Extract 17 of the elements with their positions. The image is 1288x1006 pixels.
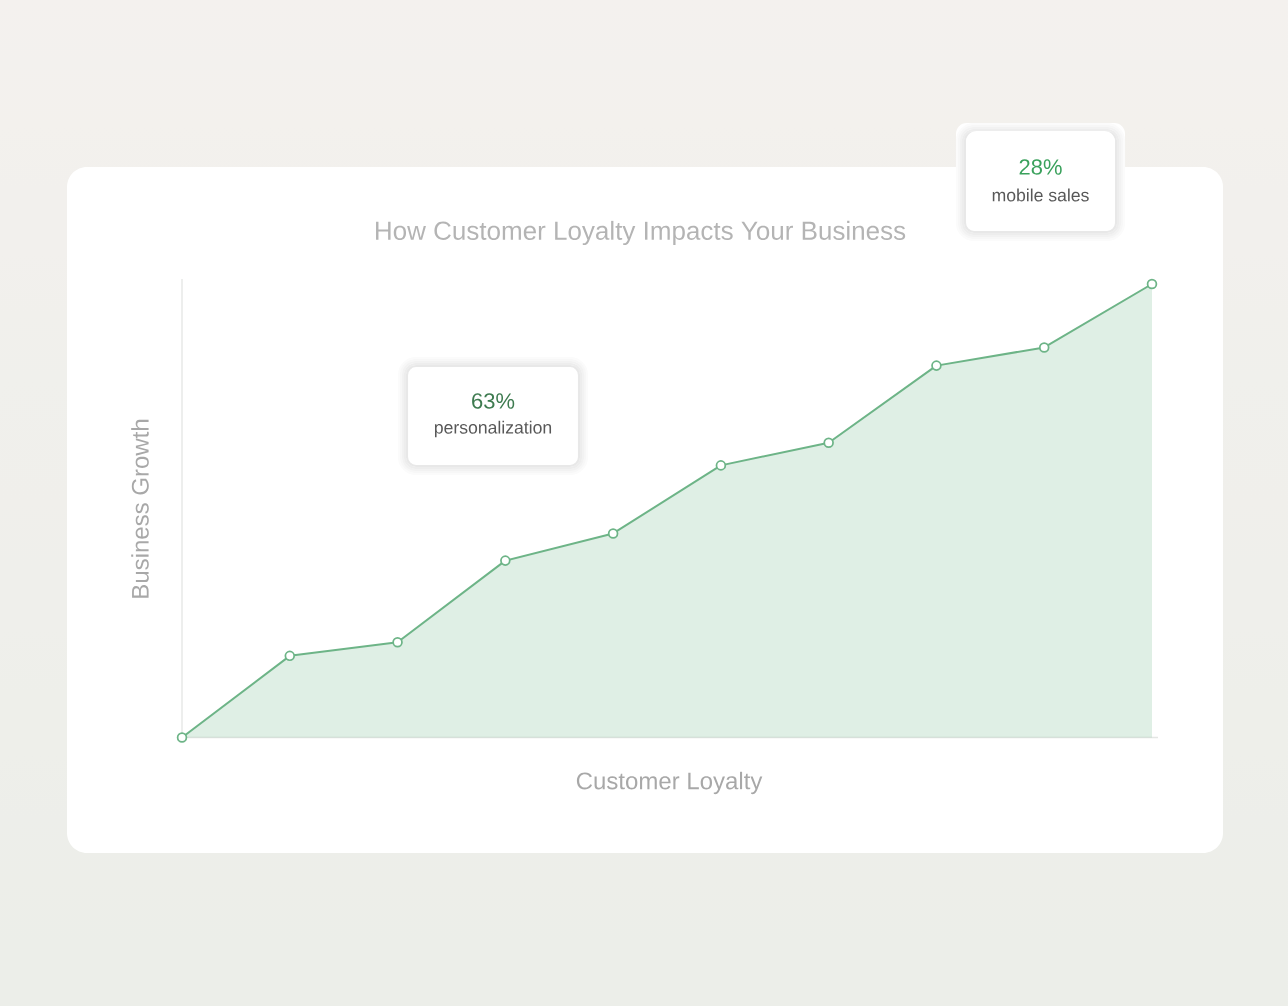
chart-title: How Customer Loyalty Impacts Your Business	[376, 220, 906, 246]
point	[715, 460, 727, 471]
point	[1146, 278, 1158, 290]
point	[607, 528, 619, 539]
x-axis-title: Customer Loyalty	[576, 771, 763, 795]
y-axis-title: Business Growth	[131, 419, 149, 598]
annotation: personalization	[434, 420, 552, 438]
text: 28%	[1019, 159, 1062, 175]
point	[392, 636, 403, 648]
point	[1038, 342, 1050, 353]
text: mobile sales	[992, 188, 1089, 202]
point	[931, 360, 942, 371]
point	[284, 650, 296, 662]
annotation: 63%	[472, 393, 515, 409]
point	[823, 437, 834, 448]
point	[176, 732, 188, 743]
point	[500, 555, 511, 566]
